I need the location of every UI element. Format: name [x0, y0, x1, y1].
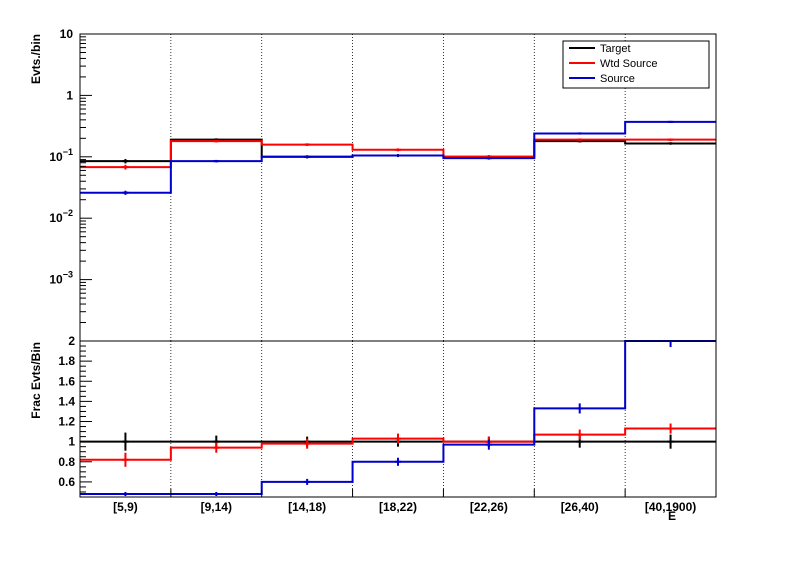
y-tick-label: 2 [68, 334, 75, 348]
error-bar-wtd-source [667, 423, 674, 434]
error-bar-target [122, 159, 129, 164]
y-tick-label: 1.6 [58, 374, 75, 388]
error-bar-target [122, 432, 129, 451]
error-bar-wtd-source [576, 429, 583, 440]
bottom-axes: 0.6 0.8 1 1.2 1.4 1.6 1.8 2 [5,9) [9,14) [14,18) [1… [58, 334, 717, 514]
error-bar-source [213, 159, 220, 163]
y-tick-label: 0.6 [58, 475, 75, 489]
y-tick-label: 10 [60, 27, 74, 41]
error-bar-source [576, 403, 583, 414]
error-bar-source [485, 156, 492, 160]
series-line-source [80, 340, 716, 495]
error-bar-wtd-source [122, 164, 129, 170]
error-bar-source [122, 190, 129, 195]
legend-label-target: Target [600, 43, 631, 55]
bottom-y-axis-label: Frac Evts/Bin [29, 342, 43, 419]
error-bar-source [395, 457, 401, 466]
x-category-label: [9,14) [201, 500, 232, 514]
error-bar-wtd-source [122, 452, 129, 467]
x-category-label: [5,9) [113, 500, 138, 514]
y-tick-label: 1.2 [58, 415, 75, 429]
error-bar-wtd-source [304, 438, 311, 449]
error-bar-source [395, 154, 401, 157]
error-bar-source [304, 155, 311, 159]
error-bar-wtd-source [667, 138, 674, 141]
error-bar-target [667, 142, 674, 145]
top-grid [170, 34, 626, 341]
x-axis-label: E [668, 509, 676, 523]
error-bar-source [122, 491, 129, 496]
x-category-label: [14,18) [288, 500, 326, 514]
y-tick-label: 1.8 [58, 354, 75, 368]
series-line-wtd-source [80, 138, 716, 169]
y-tick-label: 0.8 [58, 455, 75, 469]
error-bar-target [667, 434, 674, 449]
legend-label-wtd-source: Wtd Source [600, 58, 657, 70]
y-tick-label: 1 [66, 88, 73, 102]
y-tick-label: 1 [68, 435, 75, 449]
bottom-grid [170, 341, 626, 497]
error-bar-wtd-source [213, 139, 220, 143]
error-bar-source [485, 439, 492, 450]
error-bar-source [667, 340, 674, 348]
error-bar-source [667, 120, 674, 124]
legend-label-source: Source [600, 73, 635, 85]
series-line-source [80, 120, 716, 194]
legend: Target Wtd Source Source [562, 40, 710, 89]
bottom-frame [79, 340, 717, 498]
error-bar-source [576, 132, 583, 135]
error-bar-source [213, 491, 220, 496]
top-y-axis-label: Evts./bin [29, 34, 43, 84]
y-tick-label: 10−3 [49, 270, 73, 287]
error-bar-source [304, 478, 311, 485]
error-bar-wtd-source [213, 442, 220, 453]
bottom-series [80, 340, 716, 496]
y-tick-label: 1.4 [58, 394, 75, 408]
error-bar-wtd-source [576, 138, 583, 141]
error-bar-wtd-source [395, 148, 401, 152]
error-bar-wtd-source [395, 433, 401, 444]
y-tick-label: 10−1 [49, 147, 73, 164]
top-series [80, 120, 716, 195]
error-bar-wtd-source [304, 143, 311, 146]
x-category-label: [22,26) [470, 500, 508, 514]
x-category-label: [40,1900) [645, 500, 696, 514]
x-category-label: [26,40) [561, 500, 599, 514]
x-category-label: [18,22) [379, 500, 417, 514]
y-tick-label: 10−2 [49, 208, 73, 225]
